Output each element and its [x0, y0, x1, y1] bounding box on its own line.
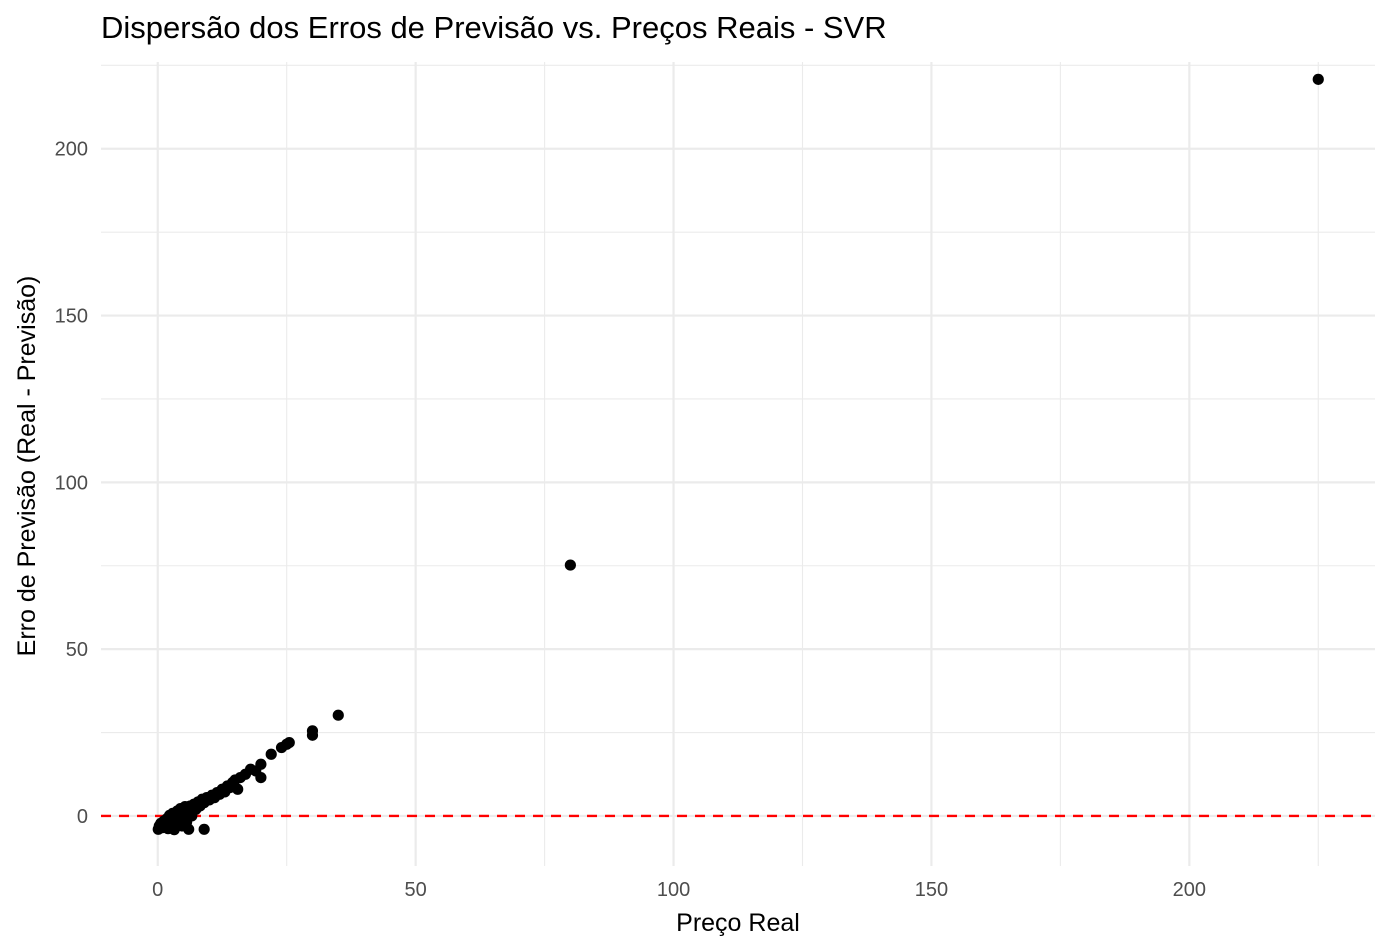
data-point: [283, 736, 295, 749]
y-axis-tick-labels: 0 50 100 150 200: [55, 139, 88, 828]
y-tick-label: 100: [55, 472, 88, 494]
y-tick-label: 150: [55, 306, 88, 328]
x-tick-label: 0: [152, 879, 163, 901]
x-axis-title: Preço Real: [676, 909, 800, 937]
x-tick-label: 200: [1173, 879, 1206, 901]
y-tick-label: 50: [66, 639, 88, 661]
chart-title: Dispersão dos Erros de Previsão vs. Preç…: [101, 10, 887, 45]
x-tick-label: 100: [657, 879, 690, 901]
data-point: [265, 748, 277, 760]
data-point: [255, 771, 267, 784]
data-point: [198, 823, 210, 835]
data-point: [564, 559, 576, 571]
x-axis-tick-labels: 0 50 100 150 200: [152, 879, 1206, 901]
data-points: [152, 73, 1324, 836]
data-point: [232, 783, 244, 795]
y-axis-title: Erro de Previsão (Real - Previsão): [13, 276, 41, 657]
y-tick-label: 0: [77, 806, 88, 828]
data-point: [306, 729, 319, 741]
data-point: [1312, 73, 1324, 85]
x-tick-label: 150: [915, 879, 948, 901]
data-point: [255, 758, 267, 770]
x-tick-label: 50: [405, 879, 427, 901]
y-tick-label: 200: [55, 139, 88, 161]
data-point: [183, 823, 195, 835]
data-point: [332, 709, 344, 721]
major-gridlines: [101, 62, 1375, 866]
